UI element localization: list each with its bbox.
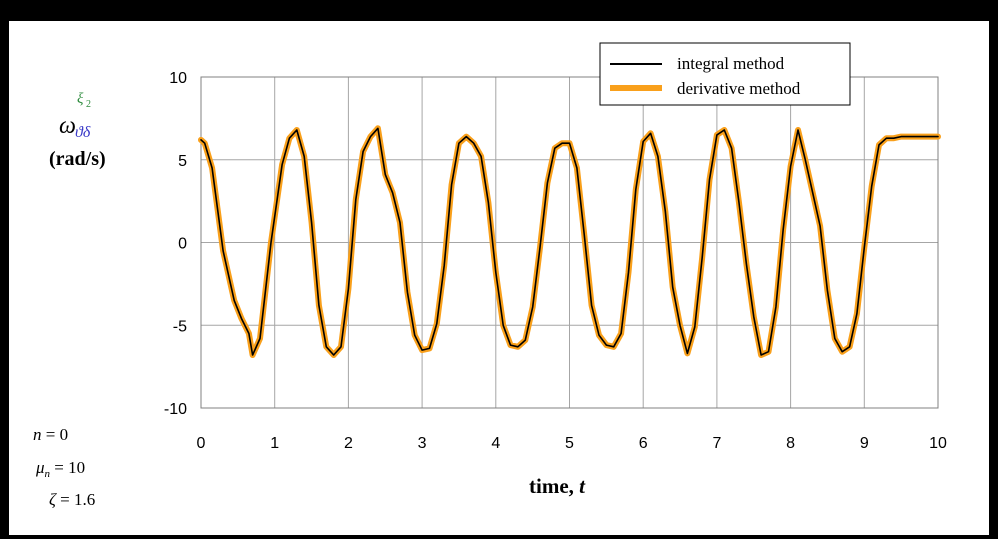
annotation-zeta: ζ = 1.6 (49, 490, 95, 509)
x-axis-label-variable: t (579, 474, 586, 498)
x-tick-label-5: 5 (565, 435, 574, 452)
x-tick-label-4: 4 (491, 435, 500, 452)
x-tick-label-2: 2 (344, 435, 353, 452)
x-tick-label-10: 10 (929, 435, 947, 452)
plot-border (200, 76, 939, 409)
y-axis-symbol: ω (59, 113, 76, 139)
figure-frame: 0 1 2 3 4 5 6 7 8 9 10 10 5 0 -5 -10 integral method d… (9, 21, 989, 535)
x-tick-label-0: 0 (197, 435, 206, 452)
x-axis-label: time, t (529, 474, 586, 498)
x-tick-label-9: 9 (860, 435, 869, 452)
annotation-n-lhs: n (33, 425, 42, 444)
annotation-mu-rhs: 10 (68, 458, 85, 477)
x-axis-label-text: time, (529, 474, 579, 498)
annotation-n-equals: = (42, 425, 60, 444)
annotation-mu-equals: = (50, 458, 68, 477)
legend-box (599, 42, 851, 106)
annotation-n: n = 0 (33, 425, 68, 444)
y-axis-superscript-sub: 2 (86, 99, 91, 110)
annotation-mu-lhs: μ (35, 458, 45, 477)
annotation-mu: μn = 10 (35, 458, 85, 480)
x-tick-label-1: 1 (270, 435, 279, 452)
x-tick-label-6: 6 (639, 435, 648, 452)
y-axis-subscript: ϑδ (75, 124, 91, 141)
parameter-annotations: n = 0 μn = 10 ζ = 1.6 (33, 425, 95, 509)
x-tick-label-7: 7 (712, 435, 721, 452)
y-axis-units: (rad/s) (49, 148, 106, 170)
y-tick-label-0: 10 (169, 70, 187, 87)
y-tick-label-3: -5 (173, 318, 187, 335)
x-tick-label-3: 3 (418, 435, 427, 452)
legend-label-derivative-method: derivative method (677, 79, 801, 98)
legend: integral method derivative method (599, 42, 851, 106)
legend-label-integral-method: integral method (677, 54, 785, 73)
y-axis-label: ω ξ 2 ϑδ (rad/s) (49, 91, 106, 170)
annotation-zeta-lhs: ζ (49, 490, 57, 509)
series-layer (198, 125, 941, 358)
y-tick-label-2: 0 (178, 236, 187, 253)
chart-svg: 0 1 2 3 4 5 6 7 8 9 10 10 5 0 -5 -10 integral method d… (33, 42, 947, 509)
y-tick-labels: 10 5 0 -5 -10 (164, 70, 187, 418)
annotation-mu-sub: n (45, 468, 51, 480)
annotation-zeta-rhs: 1.6 (74, 490, 95, 509)
annotation-n-rhs: 0 (60, 425, 69, 444)
series-line-integral-method (200, 127, 939, 356)
x-tick-label-8: 8 (786, 435, 795, 452)
annotation-zeta-equals: = (56, 490, 74, 509)
y-tick-label-4: -10 (164, 401, 187, 418)
x-tick-labels: 0 1 2 3 4 5 6 7 8 9 10 (197, 435, 947, 452)
y-tick-label-1: 5 (178, 153, 187, 170)
y-axis-superscript: ξ (77, 91, 84, 107)
